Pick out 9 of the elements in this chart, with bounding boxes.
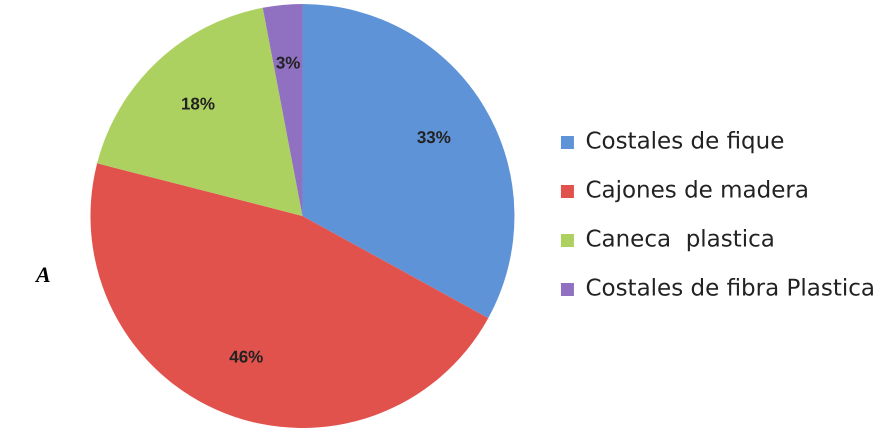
data-label: 46% — [229, 348, 264, 367]
legend-label: Costales de fibra Plastica — [585, 275, 876, 302]
legend-label: Costales de fique — [585, 128, 784, 154]
data-label: 3% — [276, 54, 300, 73]
text: A — [36, 262, 51, 288]
data-label: 33% — [416, 128, 451, 147]
legend-label: Cajones de madera — [585, 177, 809, 204]
legend-label: Caneca plastica — [585, 226, 775, 252]
data-label: 18% — [180, 94, 215, 114]
